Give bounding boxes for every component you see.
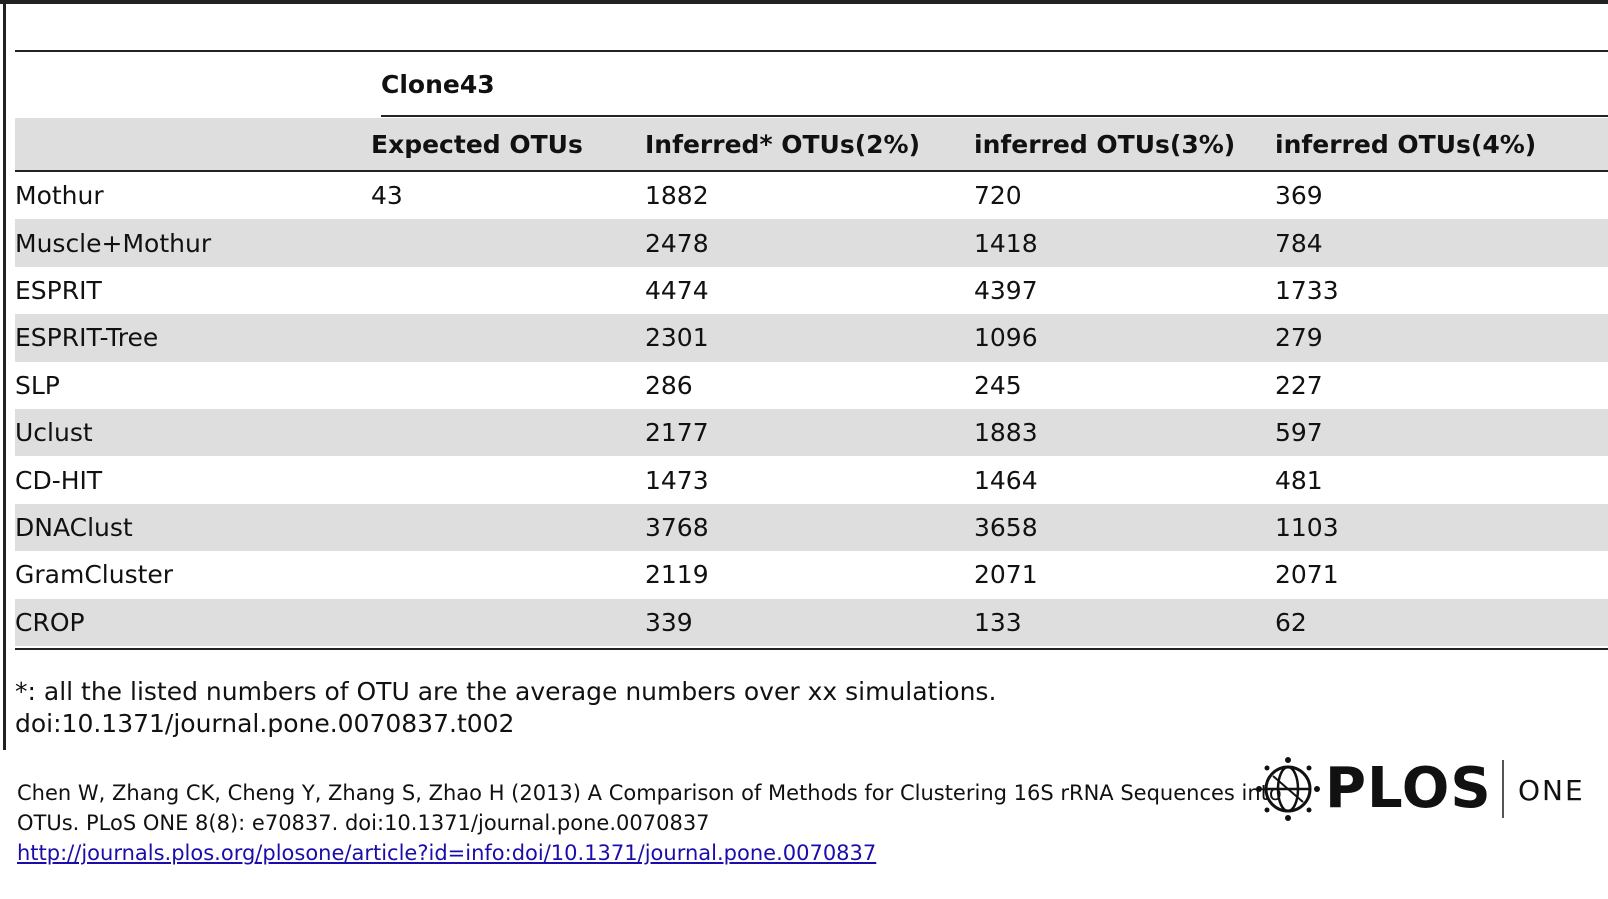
table-cell: 2177 — [645, 418, 709, 448]
table-cell: 1096 — [974, 323, 1038, 353]
group-header-row: Clone43 — [15, 52, 1608, 118]
table-row: ESPRIT-Tree 2301 1096 279 — [15, 314, 1608, 362]
column-header: inferred OTUs(3%) — [974, 129, 1236, 159]
footnote-doi: doi:10.1371/journal.pone.0070837.t002 — [15, 709, 515, 738]
table-cell: 133 — [974, 607, 1022, 637]
column-header-row: Expected OTUs Inferred* OTUs(2%) inferre… — [15, 118, 1608, 172]
table-cell: 1103 — [1275, 512, 1339, 542]
table-row: CD-HIT 1473 1464 481 — [15, 456, 1608, 503]
table-cell: 2478 — [645, 228, 709, 258]
column-header: Expected OTUs — [371, 129, 583, 159]
column-header: inferred OTUs(4%) — [1275, 129, 1537, 159]
table-cell: 62 — [1275, 607, 1307, 637]
table-cell: 2071 — [1275, 560, 1339, 590]
table-cell: 2071 — [974, 560, 1038, 590]
row-method-name: SLP — [15, 370, 60, 400]
plos-globe-icon — [1256, 757, 1320, 821]
left-border — [3, 0, 6, 750]
plos-one-logo: PLOS ONE — [1255, 752, 1608, 827]
row-method-name: Muscle+Mothur — [15, 228, 212, 258]
citation-line: Chen W, Zhang CK, Cheng Y, Zhang S, Zhao… — [17, 781, 1282, 805]
table-row: Mothur 43 1882 720 369 — [15, 172, 1608, 219]
table-cell: 1883 — [974, 418, 1038, 448]
table-row: Uclust 2177 1883 597 — [15, 408, 1608, 457]
row-method-name: CROP — [15, 607, 85, 637]
logo-journal: ONE — [1518, 774, 1585, 807]
table-row: Muscle+Mothur 2478 1418 784 — [15, 219, 1608, 267]
table-cell: 784 — [1275, 228, 1323, 258]
group-header-rule — [381, 115, 1608, 117]
column-header: Inferred* OTUs(2%) — [645, 129, 920, 159]
citation: Chen W, Zhang CK, Cheng Y, Zhang S, Zhao… — [17, 778, 1282, 868]
row-method-name: ESPRIT — [15, 275, 102, 305]
citation-line: OTUs. PLoS ONE 8(8): e70837. doi:10.1371… — [17, 811, 710, 835]
footnote-note: *: all the listed numbers of OTU are the… — [15, 677, 997, 706]
table-cell: 2119 — [645, 560, 709, 590]
table-cell: 339 — [645, 607, 693, 637]
row-method-name: ESPRIT-Tree — [15, 323, 159, 353]
table-cell: 43 — [371, 181, 403, 211]
table-row: SLP 286 245 227 — [15, 362, 1608, 409]
table-cell: 4474 — [645, 275, 709, 305]
table-cell: 1464 — [974, 465, 1038, 495]
table-footnote: *: all the listed numbers of OTU are the… — [15, 676, 996, 740]
table-cell: 227 — [1275, 370, 1323, 400]
table-row: DNAClust 3768 3658 1103 — [15, 503, 1608, 552]
table-cell: 1473 — [645, 465, 709, 495]
article-link[interactable]: http://journals.plos.org/plosone/article… — [17, 841, 877, 865]
table-body: Mothur 43 1882 720 369 Muscle+Mothur 2478 1418 7… — [15, 172, 1608, 646]
table-cell: 720 — [974, 181, 1022, 211]
row-method-name: GramCluster — [15, 560, 174, 590]
table-cell: 1733 — [1275, 275, 1339, 305]
row-method-name: Mothur — [15, 181, 104, 211]
table-cell: 3768 — [645, 512, 709, 542]
table-row: CROP 339 133 62 — [15, 598, 1608, 646]
table-cell: 286 — [645, 370, 693, 400]
table-cell: 245 — [974, 370, 1022, 400]
table-bottom-rule — [15, 648, 1608, 650]
table-cell: 481 — [1275, 465, 1323, 495]
top-border — [0, 0, 1608, 4]
table-row: GramCluster 2119 2071 2071 — [15, 551, 1608, 598]
table-cell: 279 — [1275, 323, 1323, 353]
group-header-label: Clone43 — [381, 70, 495, 99]
table-cell: 369 — [1275, 181, 1323, 211]
table-cell: 3658 — [974, 512, 1038, 542]
logo-wordmark: PLOS — [1325, 756, 1492, 821]
table-row: ESPRIT 4474 4397 1733 — [15, 267, 1608, 314]
row-method-name: DNAClust — [15, 512, 133, 542]
table-cell: 1882 — [645, 181, 709, 211]
table-cell: 2301 — [645, 323, 709, 353]
logo-separator — [1502, 760, 1504, 818]
table-cell: 1418 — [974, 228, 1038, 258]
row-method-name: CD-HIT — [15, 465, 103, 495]
table-top-rule — [15, 50, 1608, 52]
table-cell: 597 — [1275, 418, 1323, 448]
table-cell: 4397 — [974, 275, 1038, 305]
row-method-name: Uclust — [15, 418, 93, 448]
